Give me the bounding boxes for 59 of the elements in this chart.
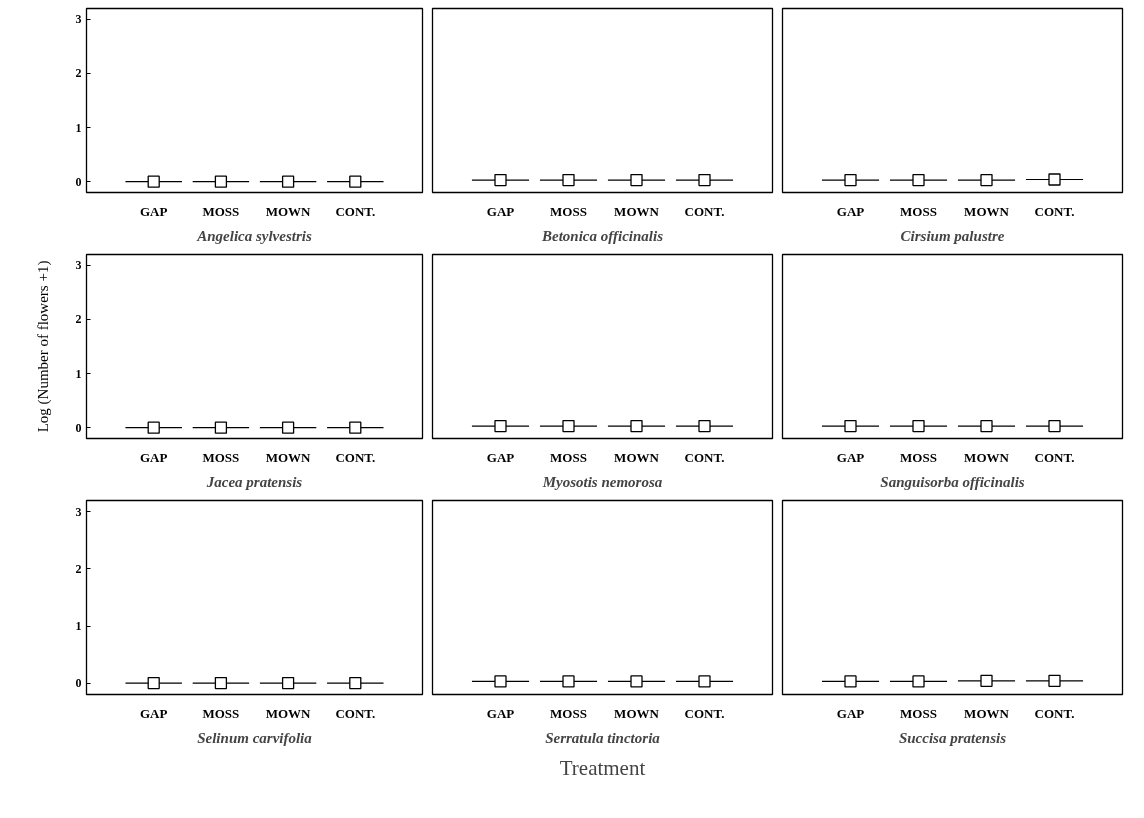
x-tick-label: CONT. xyxy=(684,203,725,219)
x-axis-title: Serratula tinctoria xyxy=(545,729,661,746)
x-tick-label: MOWN xyxy=(614,203,660,219)
x-tick-label: MOWN xyxy=(614,449,660,465)
y-tick-label: 1 xyxy=(75,619,82,634)
y-axis-title: Log (Number of flowers +1) xyxy=(34,260,52,433)
text: Treatment xyxy=(559,755,646,780)
x-tick-label: MOSS xyxy=(550,203,587,219)
x-tick-label: MOSS xyxy=(202,203,240,219)
x-axis-title: Sanguisorba officinalis xyxy=(880,473,1025,490)
y-tick-label: 0 xyxy=(75,174,82,189)
y-tick-label: 0 xyxy=(75,676,82,691)
x-tick-label: CONT. xyxy=(335,203,376,219)
y-tick-label: 1 xyxy=(75,366,82,381)
x-tick-label: MOSS xyxy=(202,705,240,721)
x-tick-label: MOWN xyxy=(614,705,660,721)
x-tick-label: MOWN xyxy=(964,449,1010,465)
y-tick-label: 2 xyxy=(75,66,82,81)
x-axis-title: Betonica officinalis xyxy=(541,227,664,244)
x-axis-title: Angelica sylvestris xyxy=(196,227,312,244)
x-tick-label: CONT. xyxy=(335,449,376,465)
x-tick-label: MOSS xyxy=(550,449,587,465)
x-tick-label: MOSS xyxy=(202,449,240,465)
x-tick-label: MOWN xyxy=(265,203,312,219)
x-tick-label: GAP xyxy=(486,705,515,721)
x-tick-label: MOSS xyxy=(900,705,937,721)
y-tick-label: 0 xyxy=(75,420,82,435)
x-axis-title: Succisa pratensis xyxy=(898,729,1007,746)
x-tick-label: CONT. xyxy=(684,449,725,465)
y-tick-label: 1 xyxy=(75,120,82,135)
x-tick-label: MOSS xyxy=(900,203,937,219)
x-tick-label: GAP xyxy=(139,203,168,219)
x-tick-label: CONT. xyxy=(684,705,725,721)
x-tick-label: MOWN xyxy=(265,705,312,721)
x-tick-label: GAP xyxy=(139,705,168,721)
x-tick-label: MOWN xyxy=(265,449,312,465)
y-tick-label: 3 xyxy=(75,258,82,273)
x-axis-title: Selinum carvifolia xyxy=(197,729,313,746)
y-tick-label: 3 xyxy=(75,504,82,519)
x-tick-label: CONT. xyxy=(1034,705,1075,721)
x-tick-label: CONT. xyxy=(1034,449,1075,465)
x-tick-label: GAP xyxy=(486,449,515,465)
x-tick-label: GAP xyxy=(139,449,168,465)
x-tick-label: GAP xyxy=(836,449,865,465)
x-tick-label: CONT. xyxy=(335,705,376,721)
x-tick-label: MOSS xyxy=(900,449,937,465)
y-tick-label: 2 xyxy=(75,561,82,576)
x-axis-title: Myosotis nemorosa xyxy=(541,473,663,490)
x-tick-label: GAP xyxy=(486,203,515,219)
x-axis-title: Cirsium palustre xyxy=(900,227,1005,244)
x-tick-label: MOWN xyxy=(964,705,1010,721)
x-axis-title: Jacea pratensis xyxy=(205,473,303,490)
x-tick-label: MOSS xyxy=(550,705,587,721)
x-tick-label: CONT. xyxy=(1034,203,1075,219)
x-tick-label: MOWN xyxy=(964,203,1010,219)
x-tick-label: GAP xyxy=(836,203,865,219)
x-tick-label: GAP xyxy=(836,705,865,721)
y-tick-label: 2 xyxy=(75,312,82,327)
y-tick-label: 3 xyxy=(75,12,82,27)
